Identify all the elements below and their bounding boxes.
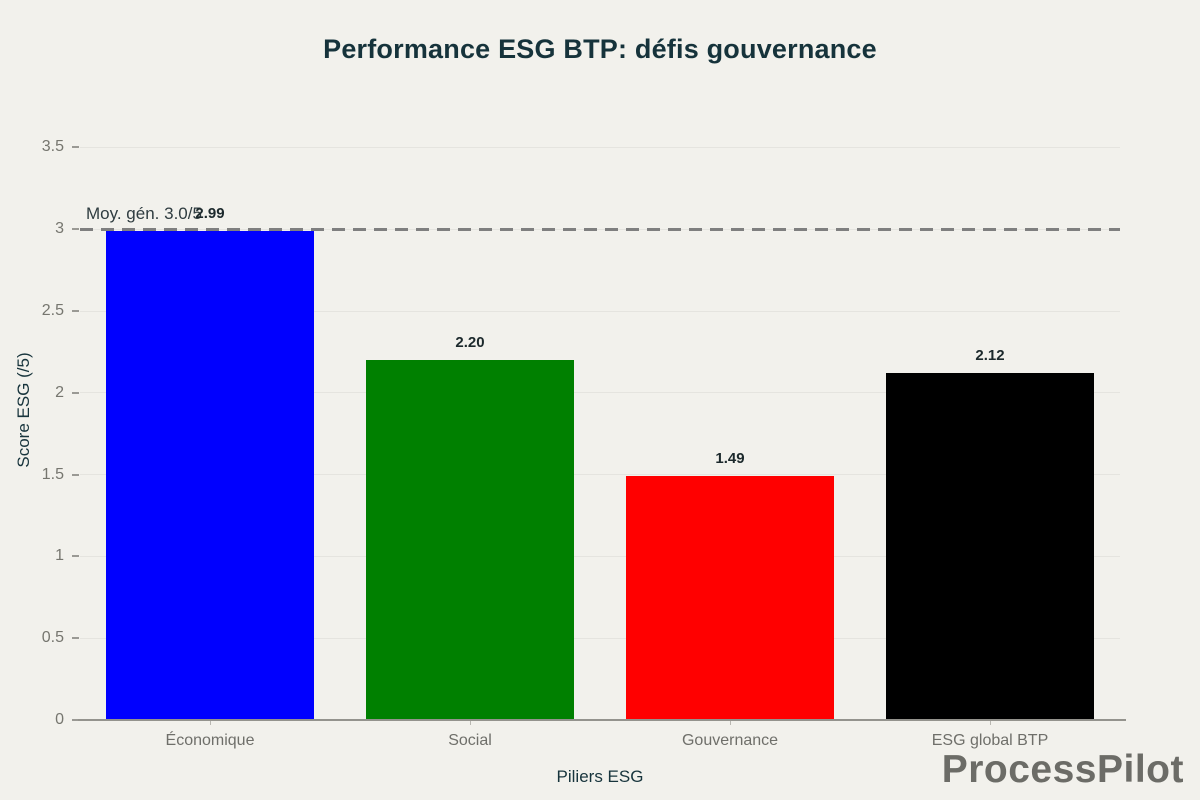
- category-label: Gouvernance: [681, 732, 779, 749]
- x-tick-mark: [470, 720, 471, 725]
- bar-value-label: 1.49: [715, 450, 745, 468]
- y-gridline: [80, 637, 1120, 639]
- y-tick-label: 1.5: [41, 465, 64, 483]
- y-tick-label: 1: [55, 547, 64, 565]
- category-label: Social: [448, 732, 492, 749]
- bar-value-label: 2.20: [455, 334, 485, 352]
- y-tick-label: 2.5: [41, 302, 64, 320]
- y-tick-label: 3.5: [41, 138, 64, 156]
- y-tick-mark: [72, 310, 79, 313]
- y-gridline: [80, 555, 1120, 557]
- y-tick-mark: [72, 473, 79, 476]
- x-tick-mark: [990, 720, 991, 725]
- y-tick-mark: [72, 719, 79, 721]
- chart-title: Performance ESG BTP: défis gouvernance: [323, 34, 877, 64]
- y-tick-mark: [72, 228, 79, 231]
- y-axis-title: Score ESG (/5): [14, 352, 33, 468]
- y-tick-mark: [72, 391, 79, 394]
- y-tick-label: 2: [55, 383, 64, 401]
- bar-value-label: 2.12: [975, 347, 1005, 365]
- category-label: ESG global BTP: [931, 732, 1049, 749]
- y-tick-mark: [72, 555, 79, 558]
- brand-watermark: ProcessPilot: [941, 748, 1184, 791]
- y-gridline: [80, 146, 1120, 148]
- y-tick-mark: [72, 146, 79, 149]
- y-gridline: [80, 474, 1120, 476]
- y-tick-label: 3: [55, 220, 64, 238]
- y-gridline: [80, 310, 1120, 312]
- bar: [366, 360, 574, 720]
- x-tick-mark: [210, 720, 211, 725]
- reference-line-label: Moy. gén. 3.0/5: [86, 204, 202, 224]
- reference-line: [80, 227, 1120, 231]
- x-axis-title: Piliers ESG: [556, 767, 644, 786]
- bar-value-label: 2.99: [195, 204, 225, 222]
- bar: [106, 230, 314, 720]
- y-tick-label: 0.5: [41, 629, 64, 647]
- bar: [886, 373, 1094, 720]
- category-label: Économique: [165, 732, 255, 749]
- y-gridline: [80, 392, 1120, 394]
- bar: [626, 476, 834, 720]
- x-tick-mark: [730, 720, 731, 725]
- y-tick-mark: [72, 637, 79, 640]
- x-axis-line: [78, 719, 1126, 721]
- y-tick-label: 0: [55, 711, 64, 728]
